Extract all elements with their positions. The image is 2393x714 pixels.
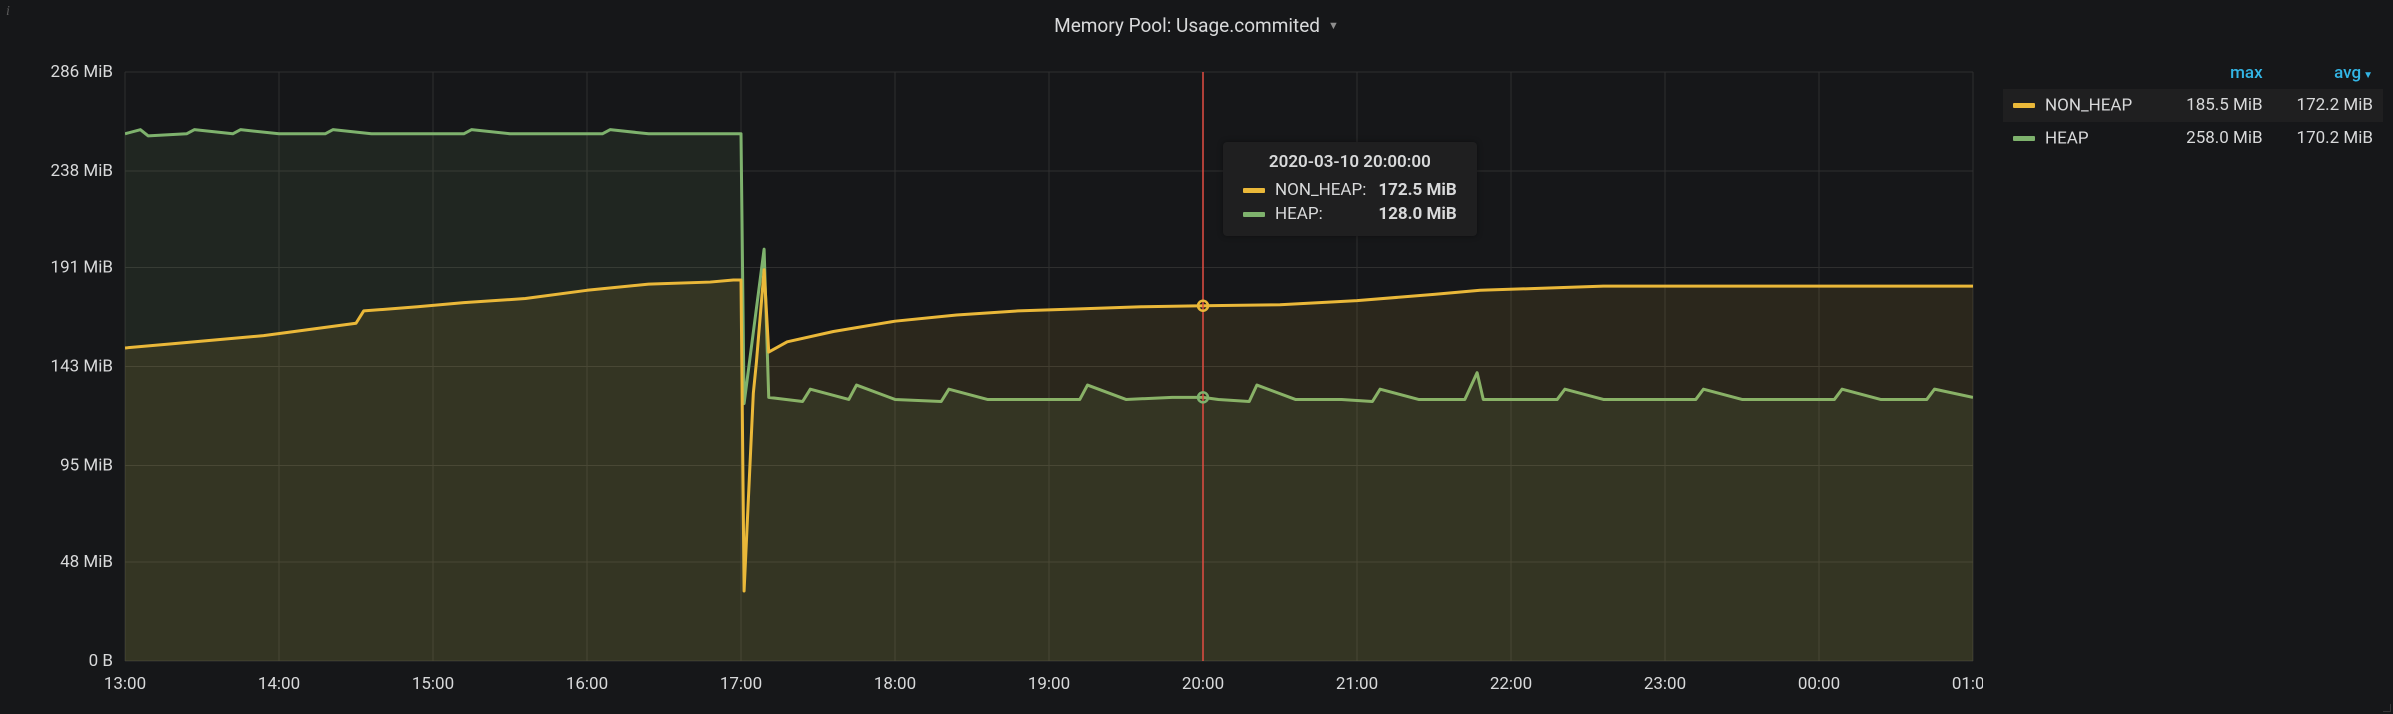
y-tick-label: 286 MiB — [51, 62, 113, 82]
panel-title[interactable]: Memory Pool: Usage.commited ▼ — [1054, 14, 1339, 37]
series-area-non_heap — [125, 270, 1973, 661]
legend-row-non_heap[interactable]: NON_HEAP 185.5 MiB172.2 MiB — [2003, 89, 2383, 122]
legend-header-avg[interactable]: avg▼ — [2273, 57, 2383, 89]
panel-header: Memory Pool: Usage.commited ▼ — [10, 8, 2383, 47]
legend-header-max[interactable]: max — [2162, 57, 2272, 89]
x-tick-label: 15:00 — [412, 674, 454, 694]
x-tick-label: 00:00 — [1798, 674, 1840, 694]
x-tick-label: 20:00 — [1182, 674, 1224, 694]
panel-body: 0 B 48 MiB 95 MiB 143 MiB 191 MiB 238 MiB 286 … — [10, 47, 2383, 706]
x-tick-label: 13:00 — [104, 674, 146, 694]
chevron-down-icon: ▼ — [1328, 19, 1339, 32]
legend-avg-value: 172.2 MiB — [2273, 89, 2383, 122]
legend-row-heap[interactable]: HEAP 258.0 MiB170.2 MiB — [2003, 122, 2383, 155]
panel-title-text: Memory Pool: Usage.commited — [1054, 14, 1320, 37]
legend-max-value: 258.0 MiB — [2162, 122, 2272, 155]
x-tick-label: 19:00 — [1028, 674, 1070, 694]
y-tick-label: 48 MiB — [60, 552, 113, 572]
resize-handle[interactable] — [2381, 702, 2391, 712]
chart-area[interactable]: 0 B 48 MiB 95 MiB 143 MiB 191 MiB 238 MiB 286 … — [10, 47, 1983, 706]
legend-avg-value: 170.2 MiB — [2273, 122, 2383, 155]
x-tick-label: 14:00 — [258, 674, 300, 694]
chart-svg[interactable]: 0 B 48 MiB 95 MiB 143 MiB 191 MiB 238 MiB 286 … — [10, 47, 1983, 706]
x-tick-label: 22:00 — [1490, 674, 1532, 694]
y-tick-label: 143 MiB — [51, 357, 113, 377]
legend-swatch[interactable] — [2013, 136, 2035, 141]
y-tick-label: 238 MiB — [51, 161, 113, 181]
sort-indicator-icon: ▼ — [2363, 70, 2373, 81]
y-tick-label: 191 MiB — [51, 258, 113, 278]
info-icon[interactable]: i — [6, 4, 10, 20]
legend-header-series[interactable] — [2003, 57, 2162, 89]
y-tick-label: 95 MiB — [60, 455, 113, 475]
legend-table: max avg▼ NON_HEAP 185.5 MiB172.2 MiB HEAP 2… — [2003, 57, 2383, 154]
chart-column: 0 B 48 MiB 95 MiB 143 MiB 191 MiB 238 MiB 286 … — [10, 47, 1983, 706]
legend-header-row: max avg▼ — [2003, 57, 2383, 89]
x-tick-label: 23:00 — [1644, 674, 1686, 694]
legend-max-value: 185.5 MiB — [2162, 89, 2272, 122]
legend: max avg▼ NON_HEAP 185.5 MiB172.2 MiB HEAP 2… — [1983, 47, 2383, 706]
legend-series-name: NON_HEAP — [2045, 96, 2132, 116]
x-tick-label: 01:00 — [1952, 674, 1983, 694]
x-tick-label: 16:00 — [566, 674, 608, 694]
legend-swatch[interactable] — [2013, 103, 2035, 108]
legend-series-name: HEAP — [2045, 128, 2089, 148]
panel: i Memory Pool: Usage.commited ▼ 0 B 48 Mi… — [0, 0, 2393, 714]
y-tick-label: 0 B — [89, 651, 113, 671]
x-tick-label: 18:00 — [874, 674, 916, 694]
x-tick-label: 17:00 — [720, 674, 762, 694]
x-tick-label: 21:00 — [1336, 674, 1378, 694]
